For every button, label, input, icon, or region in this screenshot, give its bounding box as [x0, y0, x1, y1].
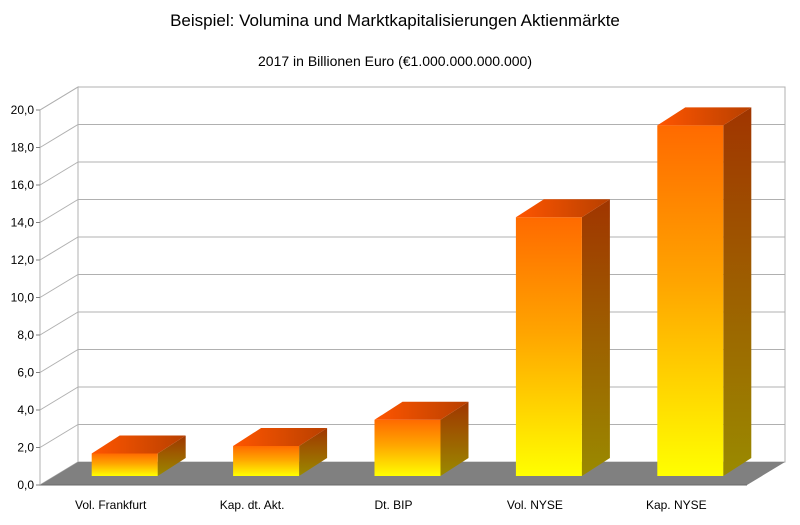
gridline-side	[39, 86, 79, 111]
bar-front	[374, 419, 441, 476]
bar-front	[657, 125, 724, 476]
gridline-side	[39, 274, 79, 298]
gridline-side	[39, 349, 79, 373]
bar-top	[515, 199, 610, 218]
x-category-label: Kap. dt. Akt.	[220, 498, 285, 512]
bar-front	[515, 217, 582, 476]
y-axis-ticks: 0,0 2,0 4,0 6,0 8,0 10,0 12,0 14,0 16,0 18,0 20,0	[11, 103, 40, 492]
bar	[374, 401, 469, 476]
bar-front	[233, 446, 300, 476]
y-tick-label: 2,0	[17, 441, 34, 455]
y-tick-label: 20,0	[11, 103, 35, 117]
bar-side	[299, 428, 328, 476]
bar	[91, 435, 186, 476]
x-category-label: Kap. NYSE	[646, 498, 707, 512]
x-category-label: Vol. Frankfurt	[75, 498, 147, 512]
x-category-label: Vol. NYSE	[507, 498, 563, 512]
y-tick-label: 16,0	[11, 178, 35, 192]
chart-title: Beispiel: Volumina und Marktkapitalisier…	[170, 11, 620, 30]
gridline-side	[39, 199, 79, 223]
y-tick-label: 6,0	[17, 366, 34, 380]
y-tick-label: 14,0	[11, 216, 35, 230]
bar-top	[657, 107, 752, 126]
gridline-side	[39, 386, 79, 411]
bar	[515, 199, 610, 476]
y-tick-label: 12,0	[11, 253, 35, 267]
y-tick-label: 8,0	[17, 328, 34, 342]
bar-top	[233, 428, 328, 446]
bar-top	[91, 435, 186, 454]
gridline-side	[39, 161, 79, 186]
bars	[91, 107, 752, 476]
x-category-label: Dt. BIP	[374, 498, 412, 512]
gridline-side	[39, 311, 79, 336]
bar-front	[91, 453, 158, 476]
x-axis-labels: Vol. Frankfurt Kap. dt. Akt. Dt. BIP Vol. N…	[75, 498, 707, 512]
bar-side	[723, 107, 752, 476]
y-tick-label: 18,0	[11, 141, 35, 155]
bar-side	[440, 401, 469, 476]
bar-side	[581, 199, 610, 476]
y-tick-label: 0,0	[17, 478, 34, 492]
bar	[657, 107, 752, 476]
gridline-side	[39, 236, 79, 261]
bar	[233, 428, 328, 476]
y-tick-label: 4,0	[17, 403, 34, 417]
gridline-side	[39, 424, 79, 448]
bar-top	[374, 401, 469, 420]
chart-subtitle: 2017 in Billionen Euro (€1.000.000.000.0…	[258, 53, 532, 69]
bar-side	[157, 435, 186, 476]
y-tick-label: 10,0	[11, 291, 35, 305]
gridline-side	[39, 124, 79, 148]
